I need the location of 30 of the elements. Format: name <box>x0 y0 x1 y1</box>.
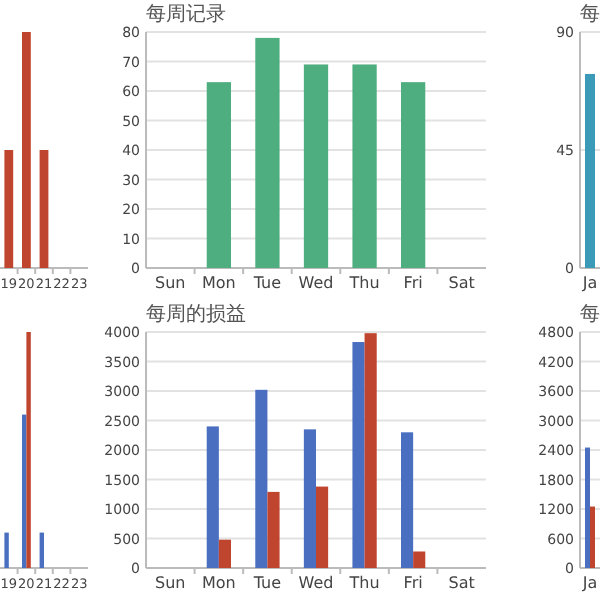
x-tick-label: Wed <box>298 274 334 292</box>
bar <box>413 551 426 568</box>
x-tick-label: Sun <box>155 274 186 292</box>
x-tick-label: Sat <box>448 574 475 592</box>
x-tick-label: Thu <box>347 574 380 592</box>
x-tick-label: Fri <box>403 274 423 292</box>
chart-title: 每 <box>580 302 600 326</box>
x-tick-label: Tue <box>251 574 282 592</box>
bar <box>303 429 316 568</box>
bar <box>316 486 329 568</box>
x-tick-label: Mon <box>201 574 236 592</box>
x-tick-label: Sat <box>448 274 475 292</box>
x-tick-label: Sun <box>155 574 186 592</box>
bar <box>206 426 219 568</box>
chart-title: 每 <box>580 2 600 26</box>
x-tick-label: Thu <box>347 274 380 292</box>
bar <box>352 342 365 568</box>
x-tick-label: Fri <box>403 574 423 592</box>
x-tick-label: Mon <box>201 274 236 292</box>
x-tick-label: Ja <box>580 574 598 592</box>
x-tick-label: Ja <box>580 274 598 292</box>
bar <box>364 333 377 568</box>
x-tick-label: Wed <box>298 574 334 592</box>
x-tick-label: Tue <box>251 274 282 292</box>
bar <box>401 432 414 568</box>
bar <box>218 539 231 568</box>
chart-title: 每周记录 <box>146 2 226 26</box>
bar <box>255 389 268 568</box>
chart-title: 每周的损益 <box>146 302 246 326</box>
bar <box>267 491 280 568</box>
